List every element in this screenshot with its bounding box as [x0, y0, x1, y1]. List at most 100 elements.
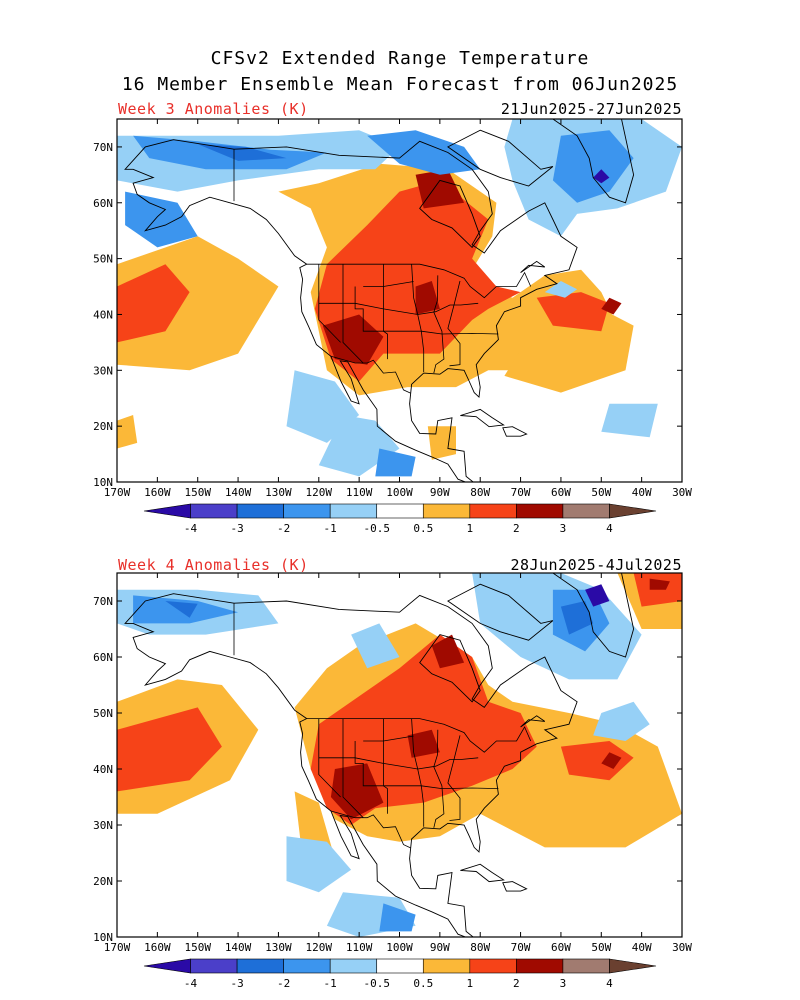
panel1-label: Week 3 Anomalies (K): [118, 100, 309, 118]
anomaly-region: [415, 169, 465, 209]
lat-label: 10N: [93, 476, 113, 489]
lon-label: 170W: [104, 486, 131, 499]
colorbar-label: -1: [324, 522, 337, 535]
colorbar-label: -2: [277, 522, 290, 535]
coastline: [124, 593, 578, 937]
border-line: [330, 355, 411, 394]
chart-title: CFSv2 Extended Range Temperature: [210, 48, 590, 69]
border-line: [318, 718, 341, 798]
lon-label: 30W: [672, 941, 692, 954]
anomaly-map-week3: 170W 160W 150W 140W 130W 120W 110W 100W 90W 80W 70…: [93, 118, 692, 535]
colorbar-segment: [609, 503, 657, 519]
anomaly-region: [375, 448, 416, 477]
lon-label: 90W: [430, 941, 450, 954]
colorbar-segment: [283, 958, 331, 974]
lon-label: 50W: [591, 486, 611, 499]
border-line: [433, 729, 445, 828]
lon-label: 140W: [225, 486, 252, 499]
lon-label: 120W: [306, 941, 333, 954]
anomaly-region: [601, 752, 622, 769]
anomaly-region: [585, 584, 610, 607]
coastline: [124, 139, 578, 482]
colorbar-segment: [469, 958, 517, 974]
border-line: [411, 264, 425, 372]
border-line: [318, 264, 341, 343]
map-area: [117, 573, 682, 937]
lon-label: 80W: [470, 486, 490, 499]
colorbar-label: -2: [277, 977, 290, 990]
lon-label: 70W: [511, 941, 531, 954]
lon-label: 130W: [265, 941, 292, 954]
border-line: [383, 718, 388, 814]
colorbar-segment: [516, 503, 564, 519]
lon-label: 110W: [346, 941, 373, 954]
lon-label: 120W: [306, 486, 333, 499]
lat-label: 30N: [93, 819, 113, 832]
coastline: [460, 408, 505, 428]
colorbar-label: 3: [560, 522, 567, 535]
border-line: [306, 718, 532, 753]
anomaly-region: [649, 578, 670, 590]
lon-label: 70W: [511, 486, 531, 499]
colorbar-segment: [422, 503, 471, 519]
map-area: [117, 119, 682, 482]
anomaly-region: [593, 169, 610, 184]
border-line: [342, 264, 364, 364]
chart-subtitle: 16 Member Ensemble Mean Forecast from 06…: [121, 74, 679, 95]
anomaly-region: [117, 264, 190, 343]
lon-label: 60W: [551, 486, 571, 499]
coastline: [502, 426, 528, 437]
lon-label: 150W: [184, 486, 211, 499]
anomaly-region: [415, 281, 440, 315]
colorbar-label: 3: [560, 977, 567, 990]
colorbar-segment: [283, 503, 331, 519]
anomaly-map-week4: 170W 160W 150W 140W 130W 120W 110W 100W 90W 80W 70…: [93, 572, 692, 990]
border-line: [354, 286, 499, 335]
lat-label: 70N: [93, 595, 113, 608]
lat-label: 20N: [93, 420, 113, 433]
anomaly-region: [560, 601, 594, 635]
colorbar-segment: [376, 958, 424, 974]
border-line: [447, 280, 461, 367]
border-line: [411, 718, 425, 827]
lat-label: 20N: [93, 875, 113, 888]
border-line: [330, 810, 411, 849]
coastline: [419, 634, 481, 703]
colorbar-label: -0.5: [363, 522, 390, 535]
lon-label: 80W: [470, 941, 490, 954]
border-line: [354, 741, 499, 790]
coastline: [447, 129, 554, 187]
lon-label: 170W: [104, 941, 131, 954]
lat-label: 50N: [93, 253, 113, 266]
border-line: [433, 275, 445, 374]
anomaly-region: [286, 836, 352, 893]
anomaly-region: [560, 741, 634, 781]
lat-label: 70N: [93, 141, 113, 154]
coastline: [520, 119, 635, 204]
lon-label: 30W: [672, 486, 692, 499]
anomaly-region: [351, 623, 400, 669]
coastline: [447, 583, 554, 641]
lon-label: 160W: [144, 486, 171, 499]
anomaly-region: [536, 292, 610, 332]
panel2-label: Week 4 Anomalies (K): [118, 556, 309, 574]
coastline: [419, 179, 481, 249]
colorbar-label: 0.5: [413, 522, 433, 535]
colorbar-segment: [376, 503, 424, 519]
colorbar-segment: [190, 958, 238, 974]
lon-label: 40W: [632, 941, 652, 954]
coastline: [502, 881, 528, 892]
anomaly-region: [601, 403, 658, 438]
panel1-dates: 21Jun2025-27Jun2025: [500, 100, 682, 118]
anomaly-region: [117, 707, 222, 792]
anomaly-region: [601, 297, 622, 315]
border-line: [363, 281, 414, 287]
anomaly-region: [552, 130, 634, 203]
colorbar-label: -3: [230, 522, 243, 535]
lat-label: 30N: [93, 364, 113, 377]
border-line: [306, 263, 532, 299]
colorbar-segment: [422, 958, 471, 974]
colorbar-segment: [329, 958, 378, 974]
anomaly-region: [431, 634, 465, 669]
